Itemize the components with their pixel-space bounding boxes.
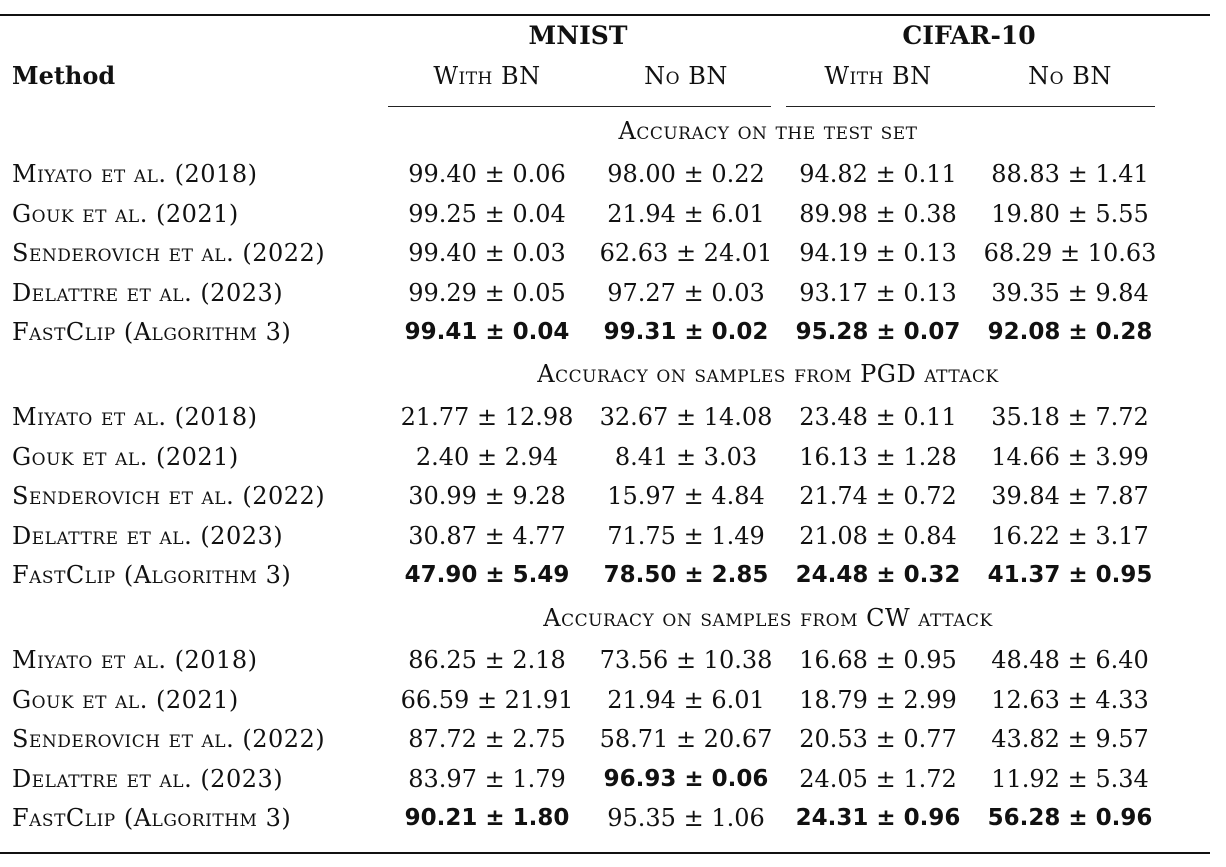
- method-column-header: Method: [12, 61, 116, 90]
- table-cell: 58.71 ± 20.67: [599, 725, 773, 753]
- table-cell: 78.50 ± 2.85: [603, 562, 769, 588]
- table-cell: 94.82 ± 0.11: [799, 160, 957, 188]
- table-cell: 30.87 ± 4.77: [408, 522, 566, 550]
- table-cell: 73.56 ± 10.38: [599, 646, 773, 674]
- table-cell: 14.66 ± 3.99: [991, 443, 1149, 471]
- table-cell: 88.83 ± 1.41: [991, 160, 1149, 188]
- table-cell: 16.22 ± 3.17: [991, 522, 1149, 550]
- table-cell: 62.63 ± 24.01: [599, 239, 773, 267]
- method-name-gouk-et-al-2021: Gouk et al. (2021): [12, 443, 239, 471]
- table-cell: 21.94 ± 6.01: [607, 200, 765, 228]
- method-name-miyato-et-al-2018: Miyato et al. (2018): [12, 160, 258, 188]
- table-cell: 18.79 ± 2.99: [799, 686, 957, 714]
- table-cell: 99.31 ± 0.02: [603, 319, 769, 345]
- table-cell: 68.29 ± 10.63: [983, 239, 1157, 267]
- table-cell: 24.48 ± 0.32: [795, 562, 961, 588]
- table-cell: 93.17 ± 0.13: [799, 279, 957, 307]
- method-name-senderovich-et-al-2022: Senderovich et al. (2022): [12, 482, 326, 510]
- section-title-3: Accuracy on samples from CW attack: [543, 604, 993, 632]
- table-cell: 41.37 ± 0.95: [987, 562, 1153, 588]
- table-cell: 99.40 ± 0.03: [408, 239, 566, 267]
- cifar-group-underline: [786, 106, 1155, 107]
- method-name-delattre-et-al-2023: Delattre et al. (2023): [12, 765, 284, 793]
- method-name-gouk-et-al-2021: Gouk et al. (2021): [12, 686, 239, 714]
- table-cell: 39.35 ± 9.84: [991, 279, 1149, 307]
- table-cell: 21.77 ± 12.98: [400, 403, 574, 431]
- subheader-cifar-no-bn: No BN: [1028, 62, 1112, 90]
- table-cell: 32.67 ± 14.08: [599, 403, 773, 431]
- table-cell: 99.41 ± 0.04: [404, 319, 570, 345]
- table-cell: 96.93 ± 0.06: [603, 766, 769, 792]
- table-cell: 12.63 ± 4.33: [991, 686, 1149, 714]
- table-cell: 16.68 ± 0.95: [799, 646, 957, 674]
- table-cell: 99.25 ± 0.04: [408, 200, 566, 228]
- table-cell: 98.00 ± 0.22: [607, 160, 765, 188]
- table-cell: 39.84 ± 7.87: [991, 482, 1149, 510]
- table-cell: 71.75 ± 1.49: [607, 522, 765, 550]
- method-name-gouk-et-al-2021: Gouk et al. (2021): [12, 200, 239, 228]
- table-cell: 16.13 ± 1.28: [799, 443, 957, 471]
- method-name-miyato-et-al-2018: Miyato et al. (2018): [12, 403, 258, 431]
- table-cell: 8.41 ± 3.03: [614, 443, 758, 471]
- subheader-mnist-with-bn: With BN: [433, 62, 541, 90]
- table-cell: 47.90 ± 5.49: [404, 562, 570, 588]
- table-cell: 23.48 ± 0.11: [799, 403, 957, 431]
- table-cell: 11.92 ± 5.34: [991, 765, 1149, 793]
- table-cell: 95.28 ± 0.07: [795, 319, 961, 345]
- table-cell: 97.27 ± 0.03: [607, 279, 765, 307]
- table-cell: 94.19 ± 0.13: [799, 239, 957, 267]
- table-cell: 87.72 ± 2.75: [408, 725, 566, 753]
- section-title-1: Accuracy on the test set: [618, 117, 918, 145]
- method-name-fastclip-algorithm-3: FastClip (Algorithm 3): [12, 804, 292, 832]
- table-cell: 90.21 ± 1.80: [404, 805, 570, 831]
- group-header-cifar10: CIFAR-10: [902, 21, 1036, 50]
- table-cell: 21.94 ± 6.01: [607, 686, 765, 714]
- table-cell: 24.05 ± 1.72: [799, 765, 957, 793]
- table-cell: 92.08 ± 0.28: [987, 319, 1153, 345]
- table-cell: 20.53 ± 0.77: [799, 725, 957, 753]
- table-cell: 35.18 ± 7.72: [991, 403, 1149, 431]
- table-cell: 83.97 ± 1.79: [408, 765, 566, 793]
- subheader-cifar-with-bn: With BN: [824, 62, 932, 90]
- table-cell: 2.40 ± 2.94: [415, 443, 559, 471]
- table-cell: 15.97 ± 4.84: [607, 482, 765, 510]
- method-name-senderovich-et-al-2022: Senderovich et al. (2022): [12, 725, 326, 753]
- table-cell: 30.99 ± 9.28: [408, 482, 566, 510]
- table-cell: 19.80 ± 5.55: [991, 200, 1149, 228]
- table-cell: 56.28 ± 0.96: [987, 805, 1153, 831]
- table-cell: 89.98 ± 0.38: [799, 200, 957, 228]
- table-cell: 48.48 ± 6.40: [991, 646, 1149, 674]
- subheader-mnist-no-bn: No BN: [644, 62, 728, 90]
- group-header-mnist: MNIST: [528, 21, 628, 50]
- table-cell: 99.29 ± 0.05: [408, 279, 566, 307]
- table-top-rule: [0, 14, 1210, 16]
- table-cell: 95.35 ± 1.06: [607, 804, 765, 832]
- section-title-2: Accuracy on samples from PGD attack: [537, 360, 999, 388]
- method-name-delattre-et-al-2023: Delattre et al. (2023): [12, 279, 284, 307]
- table-cell: 43.82 ± 9.57: [991, 725, 1149, 753]
- table-cell: 99.40 ± 0.06: [408, 160, 566, 188]
- method-name-delattre-et-al-2023: Delattre et al. (2023): [12, 522, 284, 550]
- table-cell: 21.74 ± 0.72: [799, 482, 957, 510]
- table-cell: 66.59 ± 21.91: [400, 686, 574, 714]
- table-cell: 21.08 ± 0.84: [799, 522, 957, 550]
- table-bottom-rule: [0, 852, 1210, 854]
- mnist-group-underline: [388, 106, 771, 107]
- method-name-miyato-et-al-2018: Miyato et al. (2018): [12, 646, 258, 674]
- method-name-fastclip-algorithm-3: FastClip (Algorithm 3): [12, 561, 292, 589]
- method-name-fastclip-algorithm-3: FastClip (Algorithm 3): [12, 318, 292, 346]
- table-cell: 24.31 ± 0.96: [795, 805, 961, 831]
- method-name-senderovich-et-al-2022: Senderovich et al. (2022): [12, 239, 326, 267]
- table-cell: 86.25 ± 2.18: [408, 646, 566, 674]
